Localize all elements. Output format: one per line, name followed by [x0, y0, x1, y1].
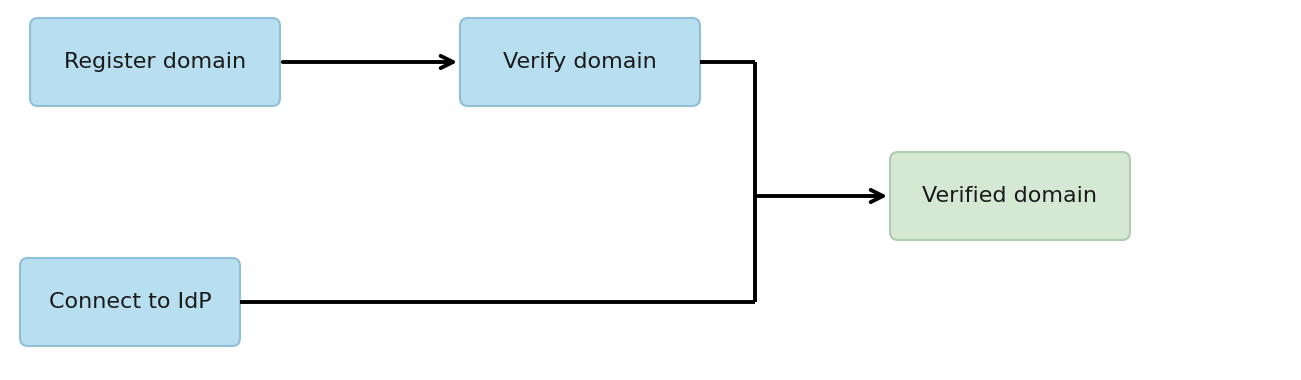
FancyBboxPatch shape	[30, 18, 280, 106]
Text: Verify domain: Verify domain	[503, 52, 657, 72]
Text: Verified domain: Verified domain	[922, 186, 1098, 206]
FancyBboxPatch shape	[20, 258, 239, 346]
Text: Connect to IdP: Connect to IdP	[48, 292, 211, 312]
Text: Register domain: Register domain	[64, 52, 246, 72]
FancyBboxPatch shape	[461, 18, 700, 106]
FancyBboxPatch shape	[890, 152, 1131, 240]
